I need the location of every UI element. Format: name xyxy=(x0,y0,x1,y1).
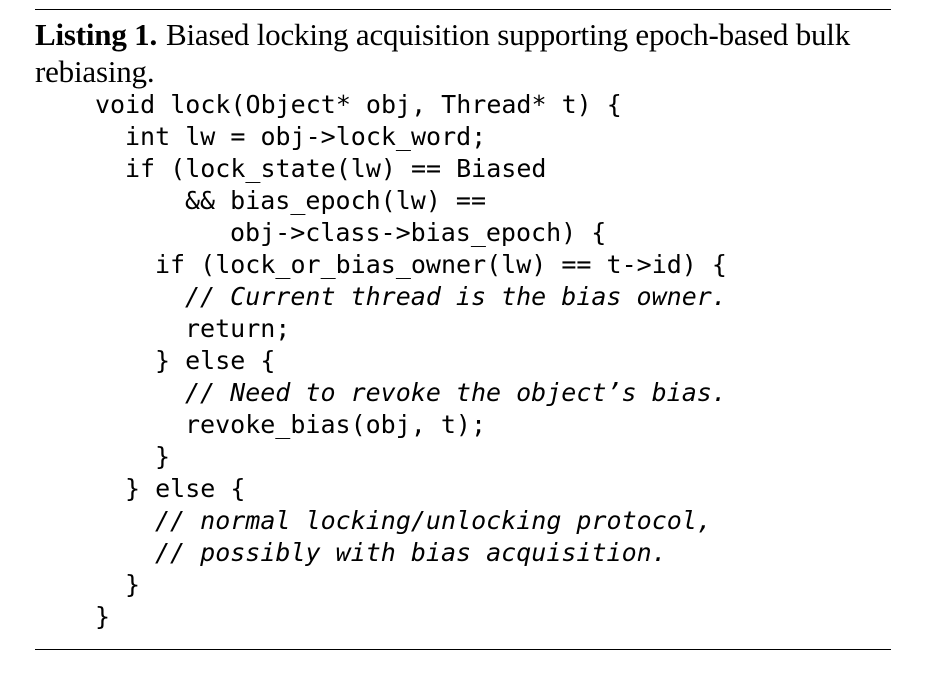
code-text: } xyxy=(155,442,171,471)
code-line: } xyxy=(95,441,727,473)
listing-caption: Listing 1. Biased locking acquisition sup… xyxy=(35,16,891,90)
code-line: if (lock_state(lw) == Biased xyxy=(95,153,727,185)
top-rule xyxy=(35,9,891,10)
code-text: return; xyxy=(185,314,291,343)
code-comment-line: // normal locking/unlocking protocol, xyxy=(95,505,727,537)
code-line: return; xyxy=(95,313,727,345)
code-line: revoke_bias(obj, t); xyxy=(95,409,727,441)
comment-text: // normal locking/unlocking protocol, xyxy=(155,506,712,535)
code-line: } xyxy=(95,569,727,601)
code-text: void lock(Object* obj, Thread* t) { xyxy=(95,90,622,119)
comment-text: // Current thread is the bias owner. xyxy=(185,282,727,311)
code-line: obj->class->bias_epoch) { xyxy=(95,217,727,249)
code-line: void lock(Object* obj, Thread* t) { xyxy=(95,89,727,121)
code-line: } else { xyxy=(95,345,727,377)
code-line: } xyxy=(95,601,727,633)
code-text: int lw = obj->lock_word; xyxy=(125,122,487,151)
bottom-rule xyxy=(35,649,891,650)
code-line: int lw = obj->lock_word; xyxy=(95,121,727,153)
code-text: } else { xyxy=(155,346,276,375)
code-text: } xyxy=(95,602,111,631)
code-text: if (lock_or_bias_owner(lw) == t->id) { xyxy=(155,250,727,279)
listing-label: Listing 1. xyxy=(35,17,158,52)
code-text: } else { xyxy=(125,474,246,503)
code-text: obj->class->bias_epoch) { xyxy=(230,218,607,247)
code-comment-line: // Current thread is the bias owner. xyxy=(95,281,727,313)
comment-text: // possibly with bias acquisition. xyxy=(155,538,667,567)
code-line: if (lock_or_bias_owner(lw) == t->id) { xyxy=(95,249,727,281)
comment-text: // Need to revoke the object’s bias. xyxy=(185,378,727,407)
code-listing: void lock(Object* obj, Thread* t) { int l… xyxy=(95,89,727,633)
listing-caption-text: Biased locking acquisition supporting ep… xyxy=(35,17,851,89)
code-text: revoke_bias(obj, t); xyxy=(185,410,487,439)
code-text: if (lock_state(lw) == Biased xyxy=(125,154,547,183)
code-text: } xyxy=(125,570,141,599)
code-line: } else { xyxy=(95,473,727,505)
code-comment-line: // Need to revoke the object’s bias. xyxy=(95,377,727,409)
code-line: && bias_epoch(lw) == xyxy=(95,185,727,217)
code-comment-line: // possibly with bias acquisition. xyxy=(95,537,727,569)
code-text: && bias_epoch(lw) == xyxy=(185,186,487,215)
